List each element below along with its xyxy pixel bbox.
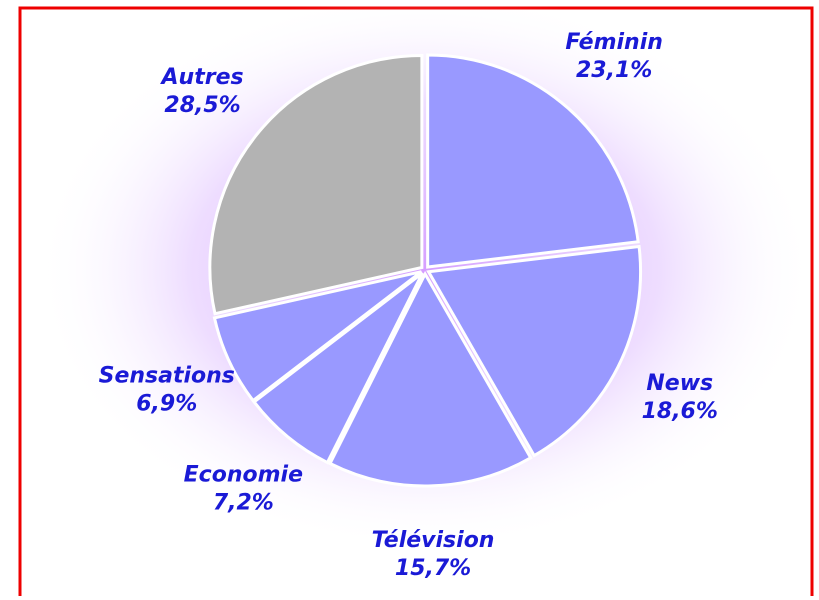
slice-value-label: 18,6% xyxy=(642,399,718,424)
slice-value-label: 15,7% xyxy=(395,556,471,581)
slice-label: Télévision xyxy=(372,528,495,553)
slice-value-label: 6,9% xyxy=(136,392,197,417)
slice-label: News xyxy=(646,371,713,396)
slice xyxy=(208,53,424,316)
slice xyxy=(252,271,424,465)
slice xyxy=(426,244,643,458)
slice xyxy=(426,53,640,269)
slices xyxy=(208,53,643,488)
slice-value-label: 7,2% xyxy=(213,491,274,516)
slice-label: Economie xyxy=(184,463,303,488)
slice-label: Autres xyxy=(160,65,244,90)
slice xyxy=(328,270,533,488)
slice-label: Féminin xyxy=(565,30,663,55)
slice-value-label: 28,5% xyxy=(164,93,240,118)
slice-label: Sensations xyxy=(99,364,235,389)
slice xyxy=(212,270,423,403)
slice-value-label: 23,1% xyxy=(576,58,652,83)
